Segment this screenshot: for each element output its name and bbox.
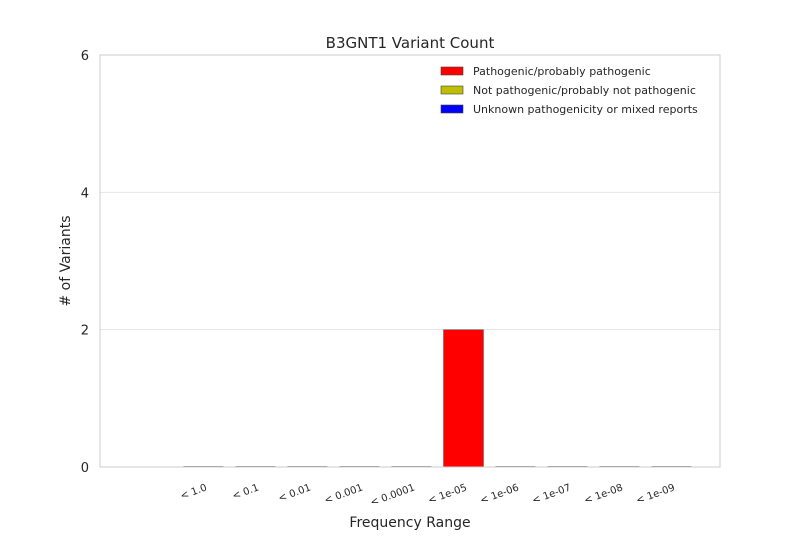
- y-tick-label: 0: [81, 461, 89, 476]
- y-tick-label: 6: [81, 49, 89, 64]
- legend-swatch-1: [440, 85, 464, 95]
- y-tick-label: 4: [81, 186, 89, 201]
- y-tick-label: 2: [81, 324, 89, 339]
- legend-swatch-2: [440, 104, 464, 114]
- legend-label-1: Not pathogenic/probably not pathogenic: [473, 84, 696, 97]
- legend-label-0: Pathogenic/probably pathogenic: [473, 65, 651, 78]
- grid-lines: [100, 191, 720, 331]
- legend: Pathogenic/probably pathogenic Not pathog…: [440, 65, 698, 116]
- legend-label-2: Unknown pathogenicity or mixed reports: [473, 103, 698, 116]
- chart-title: B3GNT1 Variant Count: [326, 34, 495, 52]
- bar-0-5: [443, 329, 484, 468]
- legend-swatch-0: [440, 66, 464, 76]
- y-axis-label: # of Variants: [58, 215, 74, 306]
- x-axis-label: Frequency Range: [349, 515, 470, 531]
- plot-frame: [99, 54, 721, 468]
- y-tick-labels: 0 2 4 6: [81, 49, 89, 476]
